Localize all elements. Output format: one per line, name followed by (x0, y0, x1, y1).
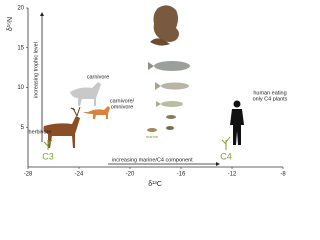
human-head (233, 100, 241, 108)
annotation: carnivore (87, 74, 110, 80)
x-tick-label: -8 (280, 172, 286, 178)
shell-icon (166, 126, 174, 130)
y-tick-label: 15 (17, 45, 24, 51)
shell-icon (166, 115, 176, 119)
fox-icon (83, 106, 110, 119)
y-tick-label: 10 (17, 85, 24, 91)
fish-tail (156, 101, 161, 107)
annotation: omnivore (111, 104, 134, 110)
y-axis-label: δ¹⁵N (7, 17, 14, 31)
annotation: C3 (42, 151, 54, 161)
human-icon (230, 109, 244, 145)
manatee-tail (148, 62, 154, 70)
x-axis-label: δ¹³C (148, 181, 162, 188)
fish-icon (161, 82, 189, 90)
arrowhead (216, 162, 220, 166)
seal-flipper (150, 38, 170, 46)
antlers (70, 106, 81, 117)
x-tick-label: -20 (126, 172, 135, 178)
annotation: marine (146, 134, 159, 139)
y-tick-label: 20 (17, 6, 24, 12)
deer-icon (43, 116, 80, 148)
annotation: carnivore/ (110, 98, 135, 104)
annotation: herbivore (29, 129, 52, 135)
annotation: increasing marine/C4 component (112, 157, 193, 163)
fish-tail (155, 82, 161, 90)
plant-icon (43, 139, 53, 150)
y-tick-label: 5 (21, 125, 25, 131)
x-tick-label: -12 (228, 172, 237, 178)
chart: -28 -24 -20 -16 -12 -8 5 10 15 20 δ¹³C δ¹⁵N increasi… (7, 5, 288, 188)
annotation: C4 (220, 151, 232, 161)
seaweed-icon (147, 128, 157, 132)
fish-icon (161, 101, 183, 107)
plant-icon (221, 136, 231, 150)
seal-icon (153, 5, 179, 42)
annotation: increasing trophic level (33, 42, 39, 98)
x-tick-label: -28 (24, 172, 33, 178)
manatee-icon (154, 61, 190, 71)
x-tick-label: -16 (177, 172, 186, 178)
wolf-icon (70, 82, 101, 106)
x-tick-label: -24 (75, 172, 84, 178)
annotation: human eating (253, 90, 286, 96)
icons (40, 5, 244, 166)
annotation: only C4 plants (253, 96, 288, 102)
arrowhead (40, 12, 44, 16)
